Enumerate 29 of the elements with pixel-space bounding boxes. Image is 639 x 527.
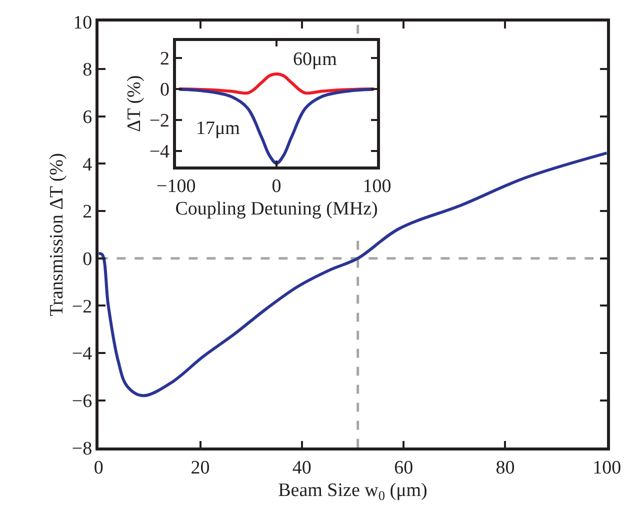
y-tick-label: 2 <box>160 48 170 70</box>
y-tick-label: 6 <box>82 106 92 128</box>
y-tick-label: 4 <box>82 154 93 176</box>
y-tick-label: 8 <box>82 60 92 81</box>
y-tick-label: −6 <box>72 391 92 412</box>
x-tick-label: 100 <box>362 176 392 197</box>
x-tick-label: −100 <box>156 176 196 197</box>
y-axis-title: Transmission ΔT (%) <box>46 153 68 316</box>
y-tick-label: −4 <box>149 142 170 163</box>
y-tick-label: −2 <box>149 110 170 132</box>
y-tick-label: 0 <box>160 80 170 101</box>
y-axis-title: ΔT (%) <box>124 75 146 132</box>
y-tick-label: 0 <box>82 249 92 270</box>
x-tick-label: 80 <box>496 457 515 478</box>
x-tick-label: 40 <box>292 457 312 478</box>
x-tick-label: 100 <box>592 457 622 478</box>
y-tick-label: 10 <box>73 12 92 34</box>
x-tick-label: 60 <box>394 457 414 478</box>
x-axis-title: Coupling Detuning (MHz) <box>175 198 378 220</box>
x-axis-title: Beam Size w$_{0}$ (μm) <box>278 480 428 504</box>
series-label: 60μm <box>293 49 338 70</box>
x-tick-label: 0 <box>272 176 282 197</box>
line-series <box>178 88 376 165</box>
series-label: 17μm <box>196 118 240 139</box>
y-tick-label: 2 <box>82 202 92 223</box>
y-tick-label: −8 <box>72 438 92 460</box>
y-tick-label: −2 <box>72 296 92 318</box>
y-tick-label: −4 <box>72 344 93 365</box>
x-tick-label: 20 <box>190 457 210 478</box>
